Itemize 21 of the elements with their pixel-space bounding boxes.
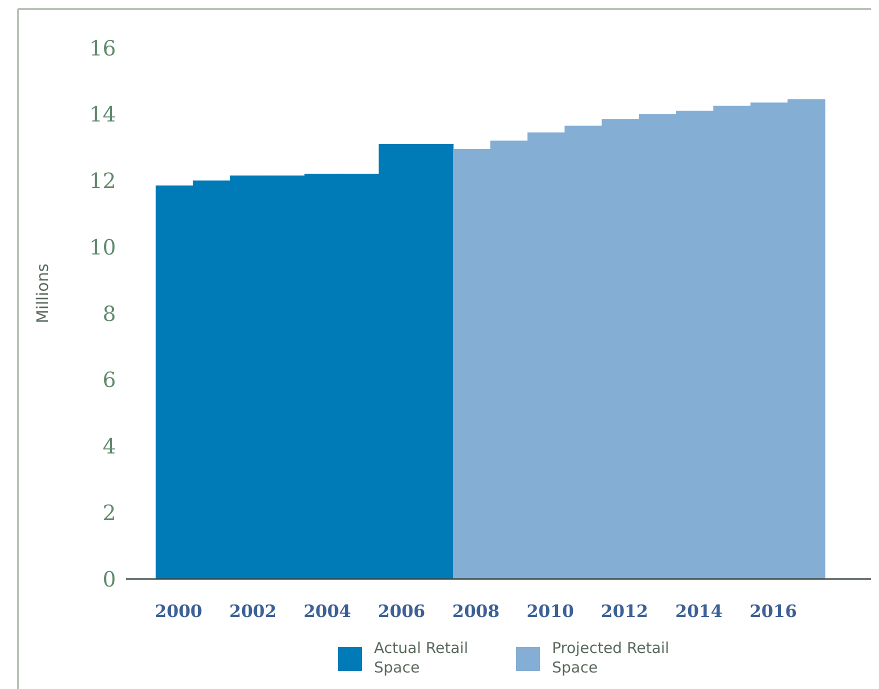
legend-label: Projected Retail Space (552, 639, 670, 676)
y-tick-label: 0 (102, 567, 116, 592)
y-tick-label: 2 (102, 500, 116, 525)
y-tick-label: 14 (89, 102, 116, 127)
x-tick-label: 2004 (304, 602, 352, 622)
y-tick-label: 10 (89, 235, 116, 260)
y-tick-label: 8 (102, 302, 116, 326)
y-tick-label: 4 (102, 434, 116, 459)
x-tick-label: 2008 (452, 602, 500, 622)
y-tick-label: 12 (89, 169, 116, 194)
y-axis-title: Millions (33, 264, 52, 324)
x-tick-label: 2002 (229, 602, 277, 622)
y-tick-label: 16 (89, 36, 116, 60)
x-tick-label: 2006 (378, 602, 426, 622)
x-tick-label: 2016 (750, 602, 797, 622)
x-tick-label: 2010 (526, 602, 574, 622)
y-tick-label: 6 (102, 368, 116, 392)
x-tick-label: 2012 (600, 602, 648, 622)
legend-label: Actual Retail Space (374, 639, 468, 676)
x-tick-label: 2014 (675, 602, 723, 622)
x-tick-label: 2000 (154, 602, 202, 622)
